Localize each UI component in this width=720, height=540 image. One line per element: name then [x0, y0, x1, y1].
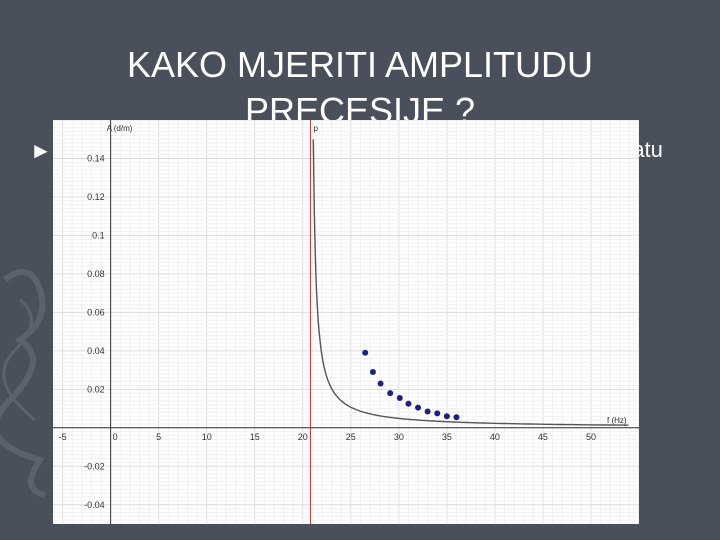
fitted-curve	[312, 139, 629, 426]
x-tick-label: 25	[346, 432, 356, 442]
y-tick-label: 0.04	[87, 346, 105, 356]
x-tick-label: 50	[586, 432, 596, 442]
y-tick-label: 0.06	[87, 307, 105, 317]
decorative-scribble	[0, 269, 46, 498]
data-point	[405, 400, 412, 407]
x-tick-label: 40	[490, 432, 500, 442]
resonance-plot: -5 0 5 10 15 20 25 30 35 40 45 50 -0.04 -0.02 0.02 0.04…	[53, 120, 639, 524]
resonance-line-label: p	[313, 124, 318, 133]
slide-title-line-1: KAKO MJERITI AMPLITUDU	[126, 44, 594, 86]
x-axis-label: f (Hz)	[607, 416, 627, 425]
bullet-arrow-icon: ►	[30, 138, 52, 163]
y-tick-label: -0.04	[84, 500, 105, 510]
data-point	[415, 404, 422, 411]
data-point	[443, 413, 450, 420]
data-point	[369, 369, 376, 376]
x-tick-label: 10	[202, 432, 212, 442]
data-point	[453, 414, 460, 421]
x-tick-label: 20	[298, 432, 308, 442]
x-tick-label: -5	[59, 432, 67, 442]
x-tick-label: 5	[156, 432, 161, 442]
x-tick-label: 0	[113, 432, 118, 442]
x-tick-label: 45	[538, 432, 548, 442]
y-tick-label: -0.02	[84, 461, 105, 471]
x-tick-label: 15	[250, 432, 260, 442]
data-point	[434, 410, 441, 417]
x-tick-label: 35	[442, 432, 452, 442]
x-tick-label: 30	[394, 432, 404, 442]
data-point	[424, 408, 431, 415]
y-axis-label: A (d/m)	[107, 124, 133, 133]
data-point	[396, 394, 403, 401]
y-tick-label: 0.1	[92, 230, 105, 240]
y-tick-label: 0.14	[87, 153, 105, 163]
data-point	[387, 390, 394, 397]
data-point	[362, 349, 369, 356]
chart-svg: -5 0 5 10 15 20 25 30 35 40 45 50 -0.04 -0.02 0.02 0.04…	[53, 120, 639, 524]
y-tick-label: 0.08	[87, 269, 105, 279]
y-tick-label: 0.02	[87, 384, 105, 394]
slide-title: KAKO MJERITI AMPLITUDU PRECESIJE ?	[60, 42, 660, 134]
y-tick-label: 0.12	[87, 192, 105, 202]
data-point	[377, 380, 384, 387]
